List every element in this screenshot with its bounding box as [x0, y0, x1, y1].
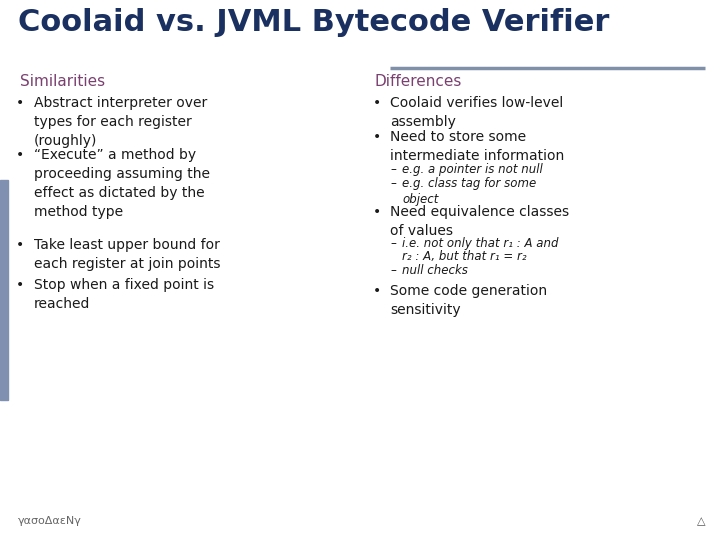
Text: Abstract interpreter over
types for each register
(roughly): Abstract interpreter over types for each…: [34, 96, 207, 148]
Text: •: •: [373, 205, 382, 219]
Text: Need to store some
intermediate information: Need to store some intermediate informat…: [390, 130, 564, 163]
Text: •: •: [16, 96, 24, 110]
Text: null checks: null checks: [402, 264, 468, 277]
Text: Some code generation
sensitivity: Some code generation sensitivity: [390, 284, 547, 317]
Text: γασοΔαεΝγ: γασοΔαεΝγ: [18, 516, 82, 526]
Text: r₂ : A, but that r₁ = r₂: r₂ : A, but that r₁ = r₂: [402, 250, 526, 263]
Text: Similarities: Similarities: [20, 74, 105, 89]
Text: •: •: [16, 278, 24, 292]
Text: –: –: [390, 264, 396, 277]
Text: Coolaid verifies low-level
assembly: Coolaid verifies low-level assembly: [390, 96, 563, 129]
Bar: [0, 180, 8, 400]
Text: •: •: [373, 96, 382, 110]
Text: Take least upper bound for
each register at join points: Take least upper bound for each register…: [34, 238, 220, 271]
Text: Coolaid vs. JVML Bytecode Verifier: Coolaid vs. JVML Bytecode Verifier: [18, 8, 609, 37]
Text: e.g. a pointer is not null: e.g. a pointer is not null: [402, 163, 543, 176]
Text: Differences: Differences: [375, 74, 462, 89]
Text: i.e. not only that r₁ : A and: i.e. not only that r₁ : A and: [402, 237, 559, 250]
Text: •: •: [373, 284, 382, 298]
Text: –: –: [390, 237, 396, 250]
Text: e.g. class tag for some
object: e.g. class tag for some object: [402, 177, 536, 206]
Text: •: •: [16, 148, 24, 162]
Text: Stop when a fixed point is
reached: Stop when a fixed point is reached: [34, 278, 214, 311]
Text: “Execute” a method by
proceeding assuming the
effect as dictated by the
method t: “Execute” a method by proceeding assumin…: [34, 148, 210, 219]
Text: △: △: [696, 516, 705, 526]
Text: –: –: [390, 177, 396, 190]
Text: –: –: [390, 163, 396, 176]
Text: Need equivalence classes
of values: Need equivalence classes of values: [390, 205, 569, 238]
Text: •: •: [373, 130, 382, 144]
Text: •: •: [16, 238, 24, 252]
